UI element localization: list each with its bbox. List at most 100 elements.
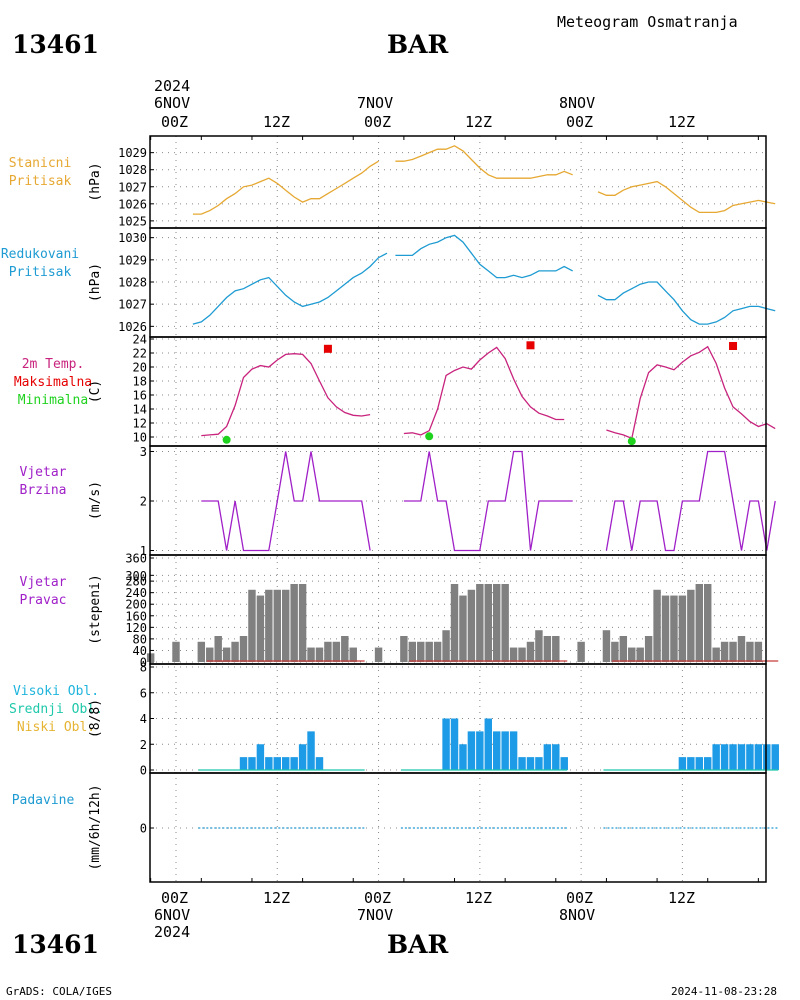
wind_direction-bar	[704, 584, 712, 662]
wind_direction-bar	[214, 636, 222, 662]
wind_direction-bar	[324, 641, 332, 662]
wind_direction-bar	[298, 584, 307, 662]
clouds-bar	[307, 731, 315, 770]
y-tick-label: 240	[125, 586, 147, 600]
station-name-bottom: BAR	[387, 930, 449, 959]
wind_direction-bar	[493, 584, 501, 662]
label-wind-speed-2: Brzina	[19, 483, 67, 498]
clouds-bar	[695, 757, 703, 770]
label-precipitation-1: Padavine	[11, 793, 75, 808]
clouds-bar	[509, 731, 518, 770]
wind_direction-bar	[678, 595, 687, 662]
label-station-pressure: Stanicni Pritisak	[0, 155, 80, 191]
label-clouds-2: Srednji Obl.	[9, 702, 103, 717]
clouds-bar	[543, 744, 552, 770]
clouds-bar	[256, 744, 265, 770]
clouds-bar	[273, 757, 281, 770]
wind_direction-bar	[695, 584, 703, 662]
y-tick-label: 1027	[118, 180, 147, 194]
y-tick-label: 1026	[118, 197, 147, 211]
wind_direction-bar	[653, 589, 661, 662]
y-tick-label: 1028	[118, 163, 147, 177]
wind_direction-bar	[602, 630, 611, 662]
clouds-bar	[501, 731, 509, 770]
station_pressure-series-line	[395, 145, 573, 179]
top-axis-hour-4: 12Z	[465, 113, 493, 131]
wind_direction-bar	[400, 636, 408, 662]
panel-frame	[149, 227, 767, 338]
top-axis-hour-3: 00Z	[364, 113, 392, 131]
clouds-bar	[704, 757, 712, 770]
clouds-bar	[746, 744, 754, 770]
wind_direction-bar	[256, 595, 265, 662]
wind_direction-bar	[341, 636, 349, 662]
top-axis-hour-1: 00Z	[161, 113, 189, 131]
wind_direction-bar	[425, 641, 433, 662]
y-tick-label: 1029	[118, 146, 147, 160]
label-wind-direction: Vjetar Pravac	[0, 574, 86, 610]
label-temperature-2: Maksimalna	[13, 375, 93, 390]
meteogram-title: Meteogram Osmatranja	[557, 13, 738, 31]
label-station-pressure-2: Pritisak	[8, 174, 72, 189]
axis-unit-label: (8/8)	[88, 699, 103, 738]
tmin-point	[425, 432, 434, 441]
wind_direction-bar	[712, 647, 720, 662]
wind_direction-bar	[729, 641, 737, 662]
y-tick-label: 8	[140, 661, 147, 675]
y-tick-label: 0	[140, 822, 147, 836]
label-station-pressure-1: Stanicni	[8, 156, 72, 171]
y-tick-label: 24	[133, 333, 147, 347]
tmin-point	[222, 435, 231, 444]
wind_direction-bar	[501, 584, 509, 662]
y-tick-label: 0	[140, 656, 147, 670]
y-tick-label: 360	[125, 552, 147, 566]
bottom-axis-hour-2: 12Z	[263, 889, 291, 907]
y-tick-label: 300	[125, 569, 147, 583]
wind_direction-bar	[459, 595, 467, 662]
clouds-bar	[729, 744, 737, 770]
wind_direction-bar	[417, 641, 425, 662]
wind_speed-series-line	[403, 450, 573, 552]
top-axis-hour-6: 12Z	[668, 113, 696, 131]
clouds-bar	[763, 744, 771, 770]
y-tick-label: 1026	[118, 320, 147, 334]
wind_direction-bar	[746, 641, 754, 662]
wind_direction-bar	[720, 641, 729, 662]
bottom-axis-year: 2024	[154, 923, 191, 941]
clouds-bar	[560, 757, 568, 770]
panel-frame	[149, 135, 767, 229]
y-tick-label: 1	[140, 544, 147, 558]
wind_direction-bar	[374, 647, 383, 662]
wind_direction-bar	[644, 636, 653, 662]
y-tick-label: 2	[140, 738, 147, 752]
bottom-axis-hour-4: 12Z	[465, 889, 493, 907]
tmax-point	[729, 342, 738, 350]
wind_direction-bar	[197, 641, 206, 662]
y-tick-label: 20	[133, 361, 147, 375]
clouds-bar	[535, 757, 543, 770]
y-tick-label: 6	[140, 686, 147, 700]
top-axis-date-1: 6NOV	[154, 94, 191, 112]
y-tick-label: 40	[133, 644, 147, 658]
bottom-axis-hour-6: 12Z	[668, 889, 696, 907]
y-tick-label: 3	[140, 445, 147, 459]
label-wind-direction-1: Vjetar	[19, 575, 67, 590]
clouds-bar	[239, 757, 248, 770]
wind_direction-bar	[231, 641, 239, 662]
clouds-bar	[484, 718, 492, 770]
bottom-axis-date-2: 7NOV	[357, 906, 394, 924]
wind_direction-bar	[290, 584, 298, 662]
wind_speed-series-line	[201, 451, 371, 552]
clouds-bar	[754, 744, 763, 770]
clouds-bar	[526, 757, 535, 770]
wind_direction-bar	[687, 589, 695, 662]
bottom-axis-date-3: 8NOV	[559, 906, 596, 924]
label-clouds-3: Niski Obl.	[16, 720, 96, 735]
clouds-bar	[265, 757, 273, 770]
wind_direction-bar	[408, 641, 417, 662]
wind_direction-bar	[636, 647, 644, 662]
y-tick-label: 1028	[118, 276, 147, 290]
y-tick-label: 1027	[118, 298, 147, 312]
clouds-bar	[315, 757, 324, 770]
tmax-point	[323, 344, 332, 353]
